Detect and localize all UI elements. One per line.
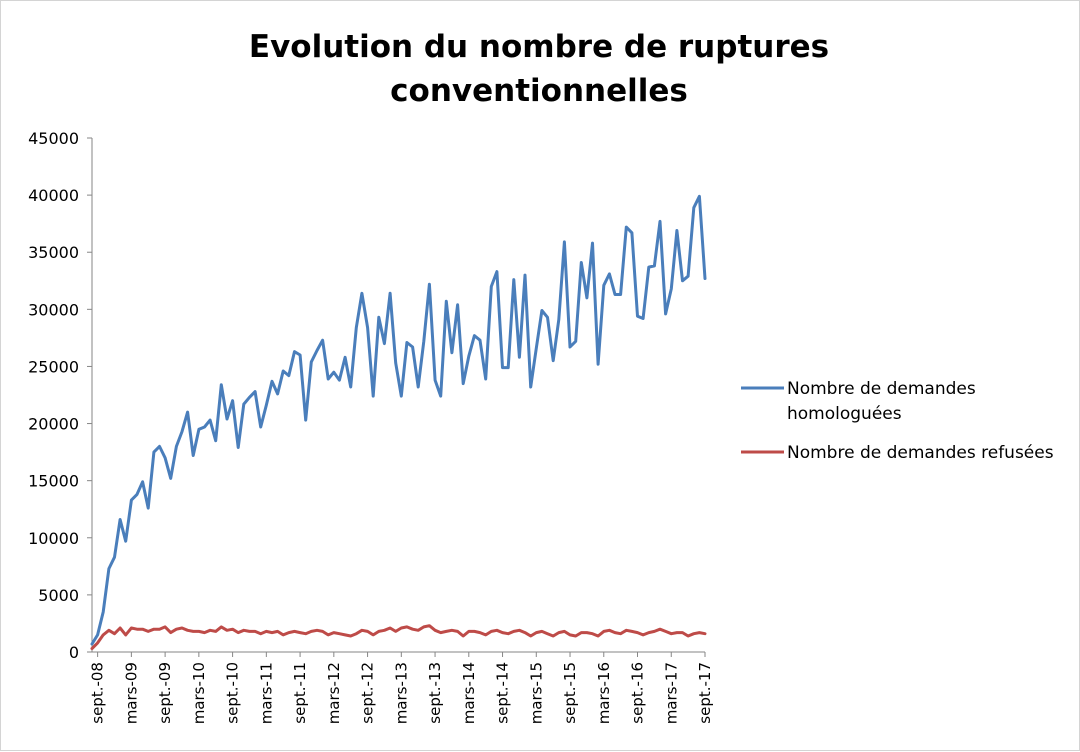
x-tick-label: mars-11	[257, 662, 275, 724]
x-tick-label: mars-17	[662, 662, 680, 724]
x-tick-label: sept.-14	[494, 662, 512, 724]
y-tick-label: 35000	[28, 243, 79, 262]
y-tick-label: 0	[69, 643, 79, 662]
y-tick-label: 45000	[28, 129, 79, 148]
chart-title-line-1: Evolution du nombre de ruptures	[249, 29, 829, 65]
x-tick-label: sept.-15	[561, 662, 579, 724]
x-tick-label: mars-13	[392, 662, 410, 724]
x-tick-label: sept.-08	[89, 662, 107, 724]
x-tick-label: mars-09	[122, 662, 140, 724]
series-line-homologuees	[90, 194, 707, 646]
x-tick-label: sept.-10	[224, 662, 242, 724]
legend-label-homologuees-line-1: Nombre de demandes	[787, 379, 976, 399]
legend-label-refusees: Nombre de demandes refusées	[787, 443, 1054, 463]
y-tick-label: 25000	[28, 357, 79, 376]
x-tick-label: sept.-16	[629, 662, 647, 724]
y-tick-label: 10000	[28, 529, 79, 548]
x-tick-label: sept.-09	[156, 662, 174, 724]
y-tick-label: 40000	[28, 186, 79, 205]
legend-label-homologuees-line-2: homologuées	[787, 404, 902, 424]
y-tick-label: 5000	[38, 586, 79, 605]
x-tick-label: sept.-11	[291, 662, 309, 724]
x-tick-label: mars-16	[595, 662, 613, 724]
series-line-refusees	[90, 624, 707, 651]
y-axis: 0 5000 10000 15000 20000 25000 30000 35000 40000…	[28, 129, 93, 662]
y-tick-label: 15000	[28, 472, 79, 491]
y-tick-label: 30000	[28, 300, 79, 319]
y-tick-label: 20000	[28, 415, 79, 434]
plot-area	[90, 194, 707, 651]
x-tick-label: mars-14	[460, 662, 478, 724]
legend: Nombre de demandes homologuées Nombre de…	[741, 379, 1054, 463]
x-tick-label: sept.-17	[696, 662, 714, 724]
x-axis: sept.-08 mars-09 sept.-09 mars-10 sept.-10 ma…	[89, 651, 714, 724]
x-tick-label: mars-10	[190, 662, 208, 724]
x-tick-label: sept.-13	[426, 662, 444, 724]
chart-title-line-2: conventionnelles	[390, 73, 688, 109]
x-tick-label: mars-12	[325, 662, 343, 724]
x-tick-label: sept.-12	[359, 662, 377, 724]
x-tick-label: mars-15	[527, 662, 545, 724]
chart-title: Evolution du nombre de ruptures conventi…	[249, 29, 829, 109]
